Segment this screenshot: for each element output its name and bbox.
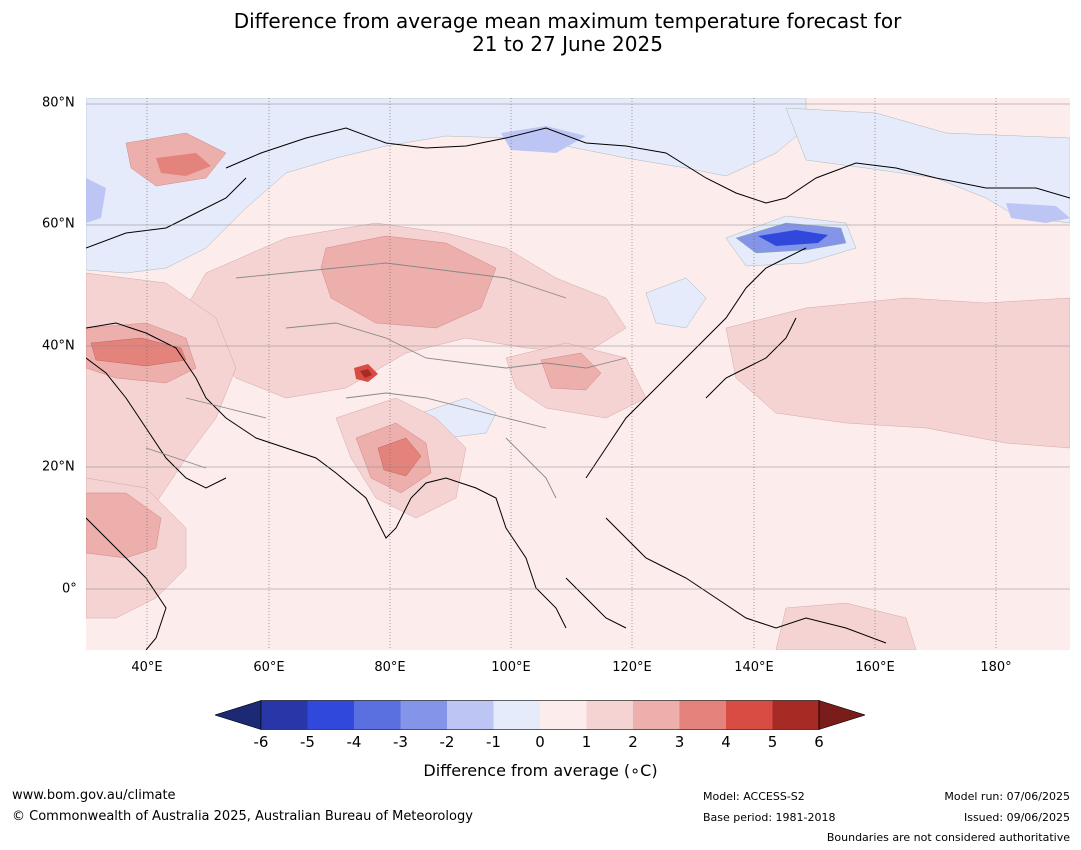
lat-label-60n: 60°N [42, 216, 75, 232]
colorbar-tick-label: -5 [300, 733, 315, 751]
title-line-1: Difference from average mean maximum tem… [233, 9, 902, 33]
lat-label-20n: 20°N [42, 459, 75, 475]
map-svg [85, 97, 1071, 651]
colorbar-tick-label: -4 [346, 733, 362, 751]
colorbar-bin [447, 700, 494, 730]
lat-label-80n: 80°N [42, 95, 75, 111]
footer-model-run: Model run: 07/06/2025 [944, 790, 1070, 803]
footer-issued: Issued: 09/06/2025 [963, 811, 1070, 824]
hot-region-china-core [540, 352, 602, 391]
colorbar-bin [307, 700, 354, 730]
lon-label-60e: 60°E [253, 660, 285, 675]
warm-region-papua [775, 602, 917, 651]
cool-region-korea [645, 277, 707, 329]
very-hot-kashmir-core [360, 369, 372, 378]
colorbar-extend-low [215, 700, 262, 730]
colorbar-tick-label: 5 [767, 733, 778, 751]
coastlines [85, 127, 1071, 651]
colorbar-extend-high [818, 700, 865, 730]
lon-label-100e: 100°E [491, 660, 531, 675]
colorbar-tick-label: 4 [721, 733, 731, 751]
colorbar-frame [260, 700, 820, 730]
very-hot-scandinavia [156, 153, 211, 176]
cold-blob-north-east [1006, 203, 1070, 223]
cold-blob-kamchatka-core [758, 230, 828, 246]
colorbar-bin [726, 700, 773, 730]
footer-copyright: © Commonwealth of Australia 2025, Austra… [12, 809, 473, 824]
forecast-map [85, 97, 1071, 651]
footer-model: Model: ACCESS-S2 [703, 790, 805, 803]
cool-region-arctic [85, 97, 807, 274]
colorbar-bin [540, 700, 587, 730]
lon-label-160e: 160°E [855, 660, 895, 675]
lon-label-120e: 120°E [612, 660, 652, 675]
colorbar-tick-label: 6 [814, 733, 824, 751]
colorbar-bin [772, 700, 819, 730]
colorbar-title: Difference from average (∘C) [423, 761, 658, 780]
footer-website: www.bom.gov.au/climate [12, 788, 176, 803]
lat-label-40n: 40°N [42, 338, 75, 354]
gridlines [86, 103, 1070, 590]
lon-label-80e: 80°E [374, 660, 406, 675]
colorbar-tick-label: -1 [486, 733, 501, 751]
colorbar-tick-label: 3 [674, 733, 685, 751]
chart-title: Difference from average mean maximum tem… [0, 10, 1081, 56]
cold-blob-west [86, 178, 106, 223]
colorbar-tick-label: 0 [535, 733, 545, 751]
footer-base-period: Base period: 1981-2018 [703, 811, 836, 824]
colorbar-tick-label: 2 [628, 733, 638, 751]
footer-disclaimer: Boundaries are not considered authoritat… [826, 831, 1070, 844]
title-line-2: 21 to 27 June 2025 [472, 32, 663, 56]
colorbar-bin [679, 700, 726, 730]
colorbar-bin [354, 700, 401, 730]
colorbar-bin [633, 700, 680, 730]
colorbar-tick-label: -3 [393, 733, 408, 751]
colorbar-bin [400, 700, 447, 730]
lon-label-180: 180° [980, 660, 1012, 675]
colorbar-tick-label: -2 [439, 733, 455, 751]
hot-region-africa-core [85, 492, 162, 559]
very-hot-india [377, 437, 422, 477]
very-hot-caspian [90, 337, 187, 367]
colorbar-bin [261, 700, 308, 730]
colorbar-tick-label: 1 [581, 733, 592, 751]
colorbar-tick-label: -6 [253, 733, 269, 751]
hot-region-kazakhstan [320, 235, 497, 329]
colorbar-bin [493, 700, 540, 730]
cold-blob-siberia [501, 126, 586, 153]
lat-label-0: 0° [62, 581, 77, 597]
warm-region-pacific [725, 297, 1071, 449]
meridians [146, 98, 997, 650]
colorbar [215, 700, 865, 730]
lon-label-40e: 40°E [131, 660, 163, 675]
country-borders [145, 262, 627, 499]
lon-label-140e: 140°E [734, 660, 774, 675]
colorbar-bin [586, 700, 633, 730]
